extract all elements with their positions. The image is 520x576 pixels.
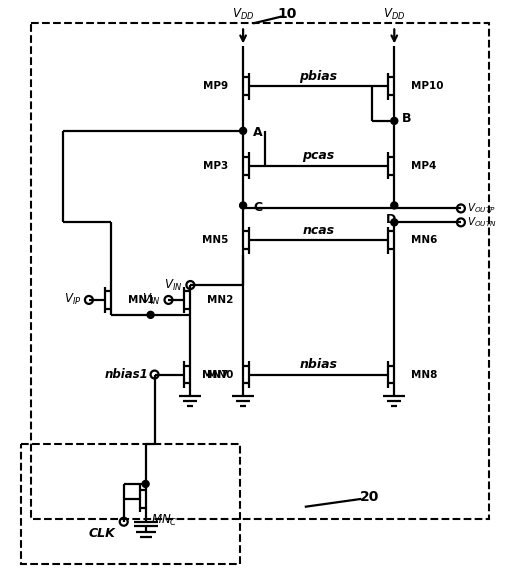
Text: pcas: pcas [303,149,335,162]
Text: A: A [253,126,263,139]
Text: B: B [401,112,411,126]
Text: CLK: CLK [89,527,116,540]
Circle shape [391,118,398,124]
Text: C: C [253,201,262,214]
Text: 20: 20 [360,490,379,504]
Text: ncas: ncas [303,224,335,237]
Text: $MN_C$: $MN_C$ [151,513,177,528]
Circle shape [240,127,246,134]
Text: MN0: MN0 [207,370,233,380]
Text: MP10: MP10 [411,81,444,91]
Text: MP4: MP4 [411,161,437,170]
Text: MP9: MP9 [203,81,228,91]
Text: MN8: MN8 [411,370,437,380]
Text: $V_{IP}$: $V_{IP}$ [63,293,81,308]
Circle shape [391,219,398,226]
Text: $V_{DD}$: $V_{DD}$ [232,7,254,22]
Text: MN6: MN6 [411,235,437,245]
Text: 10: 10 [277,7,296,21]
Text: $V_{OUTP}$: $V_{OUTP}$ [467,202,496,215]
Circle shape [240,202,246,209]
Text: MN5: MN5 [202,235,228,245]
Bar [31,24,489,519]
Text: nbias1: nbias1 [105,368,149,381]
Circle shape [391,202,398,209]
Text: MN7: MN7 [202,370,228,380]
Text: MN2: MN2 [207,295,233,305]
Bar [21,444,240,563]
Text: D: D [386,213,397,226]
Text: MP3: MP3 [203,161,228,170]
Text: $V_{IN}$: $V_{IN}$ [164,278,183,293]
Text: $V_{OUTN}$: $V_{OUTN}$ [467,215,497,229]
Text: pbias: pbias [300,70,338,82]
Text: $V_{DD}$: $V_{DD}$ [383,7,406,22]
Circle shape [142,480,149,487]
Circle shape [147,312,154,319]
Text: nbias: nbias [300,358,337,371]
Text: MN1: MN1 [128,295,154,305]
Text: $V_{IN}$: $V_{IN}$ [142,293,161,308]
